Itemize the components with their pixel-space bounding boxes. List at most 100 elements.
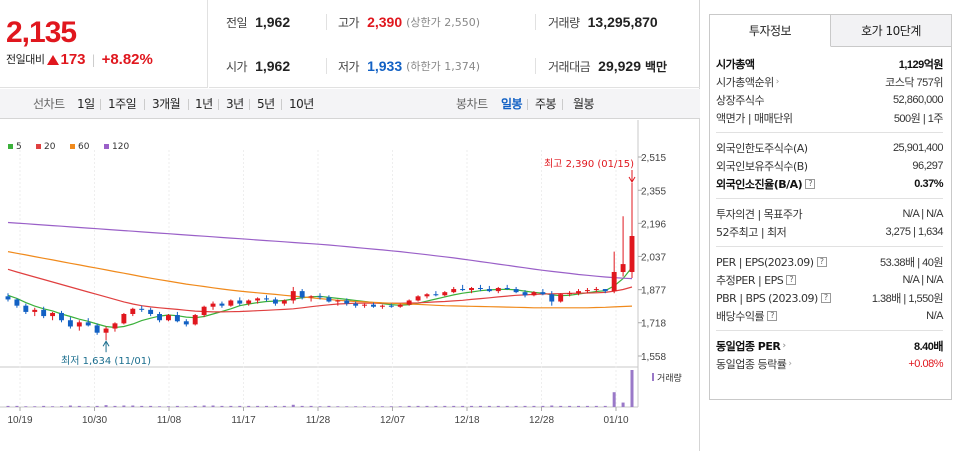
info-key: 상장주식수: [716, 92, 765, 108]
info-value: 96,297: [912, 160, 943, 172]
candle-monthly[interactable]: 월봉: [573, 97, 595, 111]
period-3m[interactable]: 3개월: [152, 97, 181, 111]
info-row[interactable]: 동일업종 등락률 › +0.08%: [716, 355, 943, 373]
info-key-text: 시가총액순위: [716, 76, 774, 89]
candle-body: [299, 291, 305, 298]
info-row[interactable]: 동일업종 PER › 8.40배: [716, 337, 944, 355]
volume-bar: [452, 405, 456, 407]
candle-body: [344, 300, 350, 304]
candle-body: [67, 320, 73, 327]
candle-daily[interactable]: 일봉: [501, 97, 523, 111]
info-value: 25,901,400: [892, 142, 944, 154]
period-1w[interactable]: 1주일: [108, 97, 137, 111]
legend-swatch: [8, 144, 13, 149]
legend-label: 5: [16, 142, 22, 152]
prev-close-label: 전일: [226, 15, 248, 30]
period-1d[interactable]: 1일: [77, 97, 95, 111]
trade-amount: 거래대금 29,929 백만: [548, 44, 667, 88]
candle-body: [522, 292, 528, 296]
open-price: 시가 1,962: [226, 44, 290, 88]
help-icon[interactable]: ?: [820, 293, 831, 303]
amount-value: 29,929: [598, 58, 641, 74]
candle-body: [576, 291, 581, 294]
volume-bar: [229, 405, 233, 407]
y-tick-label: 2,196: [641, 219, 666, 230]
candle-body: [469, 288, 474, 291]
period-1y[interactable]: 1년: [195, 97, 213, 111]
volume-bar: [175, 405, 179, 407]
tab-investment-info[interactable]: 투자정보: [710, 15, 831, 47]
candle-weekly[interactable]: 주봉: [535, 97, 557, 111]
help-icon[interactable]: ?: [805, 179, 816, 189]
y-tick-label: 2,515: [641, 153, 666, 164]
volume-bar: [630, 370, 634, 407]
candle-body: [103, 328, 109, 333]
candle-body: [201, 306, 207, 316]
volume-bar: [585, 405, 589, 407]
info-value: 52,860,000: [892, 94, 944, 106]
volume-bar: [265, 405, 269, 407]
info-key-text: 상장주식수: [716, 94, 765, 107]
volume: 거래량 13,295,870: [548, 0, 658, 44]
divider: [562, 99, 563, 110]
chart-legend: 5 20 60 120: [8, 142, 129, 152]
volume-bar: [140, 405, 144, 407]
chart-toolbar: 선차트 1일 1주일 3개월 1년 3년 5년 10년 봉차트 일봉 주봉 월봉: [0, 89, 700, 119]
divider: [535, 14, 536, 30]
volume-bar: [389, 406, 393, 407]
volume-bar: [6, 405, 10, 407]
volume-bar: [247, 405, 251, 407]
chevron-right-icon: ›: [775, 77, 780, 87]
candle-body: [326, 297, 332, 302]
candle-body: [50, 312, 56, 317]
candle-body: [478, 288, 483, 290]
candle-body: [264, 298, 269, 300]
volume-bar: [407, 405, 411, 407]
candle-body: [85, 322, 91, 326]
price-chart[interactable]: 5 20 60 120 2,515 2,355 2,196 2,037 1,877 1,718 1…: [0, 120, 700, 451]
info-key-text: 배당수익률: [716, 310, 765, 323]
info-key-text: 투자의견 | 목표주가: [716, 208, 803, 221]
volume-bar: [15, 405, 19, 407]
help-icon[interactable]: ?: [767, 311, 778, 321]
info-value: 53.38배 | 40원: [880, 257, 943, 269]
info-row: 외국인소진율(B/A)? 0.37%: [716, 175, 943, 193]
volume-bar: [327, 405, 331, 407]
volume-bar: [24, 406, 28, 407]
info-key: 52주최고 | 최저: [716, 224, 787, 240]
divider: [188, 99, 189, 110]
info-value: 1.38배 | 1,550원: [871, 293, 944, 305]
info-key: 추정PER | EPS?: [716, 272, 797, 288]
volume-bar: [238, 405, 242, 407]
candle-body: [139, 308, 145, 310]
candle-body: [379, 305, 385, 307]
info-row: 투자의견 | 목표주가 N/A | N/A: [716, 205, 943, 223]
info-value: N/A | N/A: [902, 208, 943, 220]
candle-body: [59, 312, 64, 321]
period-5y[interactable]: 5년: [257, 97, 275, 111]
low-label: 저가: [338, 59, 360, 74]
period-3y[interactable]: 3년: [226, 97, 244, 111]
candle-chart-label: 봉차트: [456, 97, 488, 111]
tab-order-book[interactable]: 호가 10단계: [831, 15, 951, 47]
info-row[interactable]: 시가총액순위 › 코스닥 757위: [716, 73, 943, 91]
period-10y[interactable]: 10년: [289, 97, 314, 111]
candle-body: [130, 308, 136, 314]
volume-bar: [282, 405, 286, 407]
candle-body: [210, 303, 216, 307]
info-value: N/A | N/A: [902, 274, 943, 286]
legend-swatch: [104, 144, 109, 149]
help-icon[interactable]: ?: [786, 275, 797, 285]
candle-body: [14, 299, 20, 306]
legend-label: 60: [78, 142, 90, 152]
volume-bar: [461, 405, 465, 407]
info-key: 시가총액순위 ›: [716, 74, 779, 90]
candle-body: [272, 299, 278, 304]
open-value: 1,962: [255, 58, 291, 74]
volume-bar: [541, 405, 545, 407]
candle-body: [504, 288, 510, 290]
info-key: PER | EPS(2023.09)?: [716, 256, 827, 269]
chevron-right-icon: ›: [782, 341, 786, 351]
volume-label: 거래량: [548, 15, 580, 30]
help-icon[interactable]: ?: [816, 257, 827, 267]
